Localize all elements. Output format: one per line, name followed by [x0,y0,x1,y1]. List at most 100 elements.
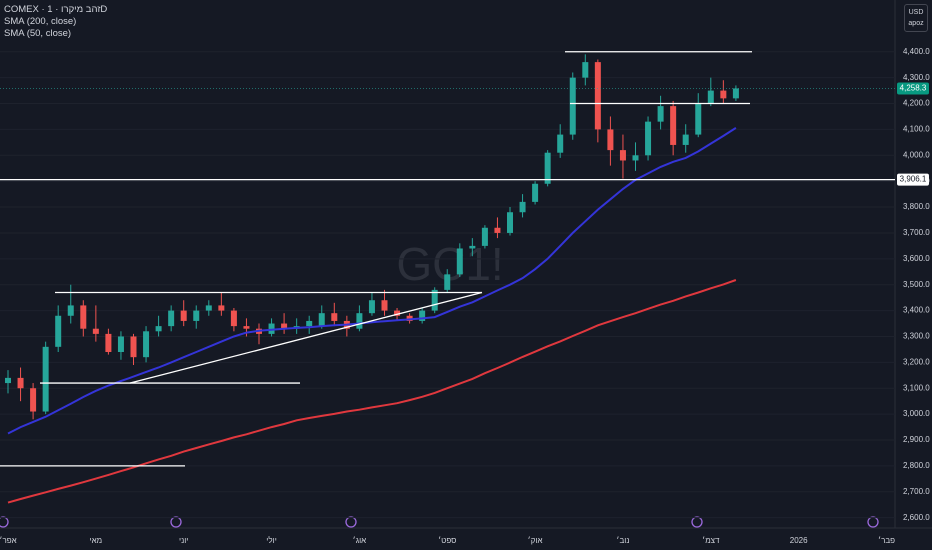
candle-body [582,62,589,78]
candle-body [431,289,438,311]
y-tick-label: 4,200.0 [903,99,930,108]
event-icon [691,516,703,528]
candle-body [243,326,250,329]
candle-body [155,326,162,332]
sma-line [7,279,737,504]
currency-box[interactable]: USD apoz [904,4,928,32]
candle-body [657,106,664,122]
candle-body [645,121,652,156]
candle-body [619,150,626,161]
y-tick-label: 3,400.0 [903,306,930,315]
candle-body [720,90,727,99]
candle-body [55,315,62,347]
candle-body [632,155,639,161]
candle-body [594,62,601,130]
candle-body [105,333,112,352]
candle-body [168,310,175,327]
x-tick-label: מאי [90,536,103,545]
y-tick-label: 3,200.0 [903,357,930,366]
candle-body [406,315,413,321]
candle-body [218,305,225,311]
currency: USD [908,9,924,16]
scale-mode: apoz [908,20,924,27]
candle-body [130,336,137,358]
candle-body [381,300,388,311]
candle-body [356,313,363,329]
candle-body [281,323,288,329]
candle-body [481,227,488,246]
candle-body [394,310,401,316]
candle-body [17,377,24,389]
last-price-label: 4,258.3 [900,84,927,93]
legend-entry: SMA (200, close) [4,16,77,27]
y-tick-label: 4,100.0 [903,125,930,134]
y-tick-label: 3,600.0 [903,254,930,263]
candle-body [30,388,37,412]
candle-body [532,183,539,202]
candle-body [143,331,150,358]
last-price-box [897,82,929,95]
candle-body [117,336,124,352]
x-tick-label: 2026 [790,536,808,545]
sma-line [7,127,737,435]
candle-body [306,320,313,327]
candle-body [507,212,513,233]
x-tick-label: יולי [266,536,276,545]
y-tick-label: 3,000.0 [903,409,930,418]
candle-body [682,134,689,145]
candle-body [331,313,338,321]
event-icons [0,516,879,528]
candle-body [707,90,714,104]
candle-body [444,274,451,290]
x-tick-label: דצמ׳ [702,536,720,545]
level-label-box [897,173,929,186]
event-icon [170,516,182,528]
y-tick-label: 4,400.0 [903,47,930,56]
level-label: 3,906.1 [900,175,927,184]
candle-body [456,248,463,275]
x-tick-label: אוג׳ [353,536,367,545]
legend-entry: SMA (50, close) [4,28,72,39]
y-tick-label: 4,300.0 [903,73,930,82]
y-tick-label: 3,700.0 [903,228,930,237]
x-tick-label: אוק׳ [528,536,543,545]
y-tick-label: 3,300.0 [903,332,930,341]
candle-body [67,305,74,316]
candle-body [92,328,99,334]
x-tick-label: אפר׳ [0,536,17,545]
event-icon [345,516,357,528]
candle-body [607,129,614,151]
event-icon [0,516,9,528]
candle-body [193,310,200,321]
event-icon [867,516,879,528]
candle-body [5,377,11,384]
legend: COMEX · זהב מיקרו · 1D SMA (200, close) … [4,4,107,40]
y-tick-label: 2,700.0 [903,487,930,496]
candle-body [180,310,187,321]
candle-body [732,88,739,99]
y-tick-label: 3,800.0 [903,202,930,211]
x-tick-label: יוני [179,536,188,545]
x-tick-label: נוב׳ [616,536,629,545]
candle-body [670,106,677,145]
y-tick-label: 4,000.0 [903,150,930,159]
candle-body [695,103,702,135]
y-tick-label: 2,600.0 [903,513,930,522]
y-tick-label: 3,500.0 [903,280,930,289]
candle-body [42,346,49,412]
candle-body [230,310,237,327]
x-tick-label: פבר׳ [878,536,895,545]
candle-body [419,310,426,321]
candle-body [557,134,564,153]
x-tick-label: ספט׳ [438,536,456,545]
legend-title: COMEX · זהב מיקרו · 1D [4,4,108,15]
trend-line [129,291,483,384]
y-tick-label: 2,800.0 [903,461,930,470]
y-tick-label: 3,100.0 [903,383,930,392]
y-tick-label: 2,900.0 [903,435,930,444]
candle-body [494,227,501,233]
candle-body [318,313,325,327]
candle-body [519,201,526,213]
